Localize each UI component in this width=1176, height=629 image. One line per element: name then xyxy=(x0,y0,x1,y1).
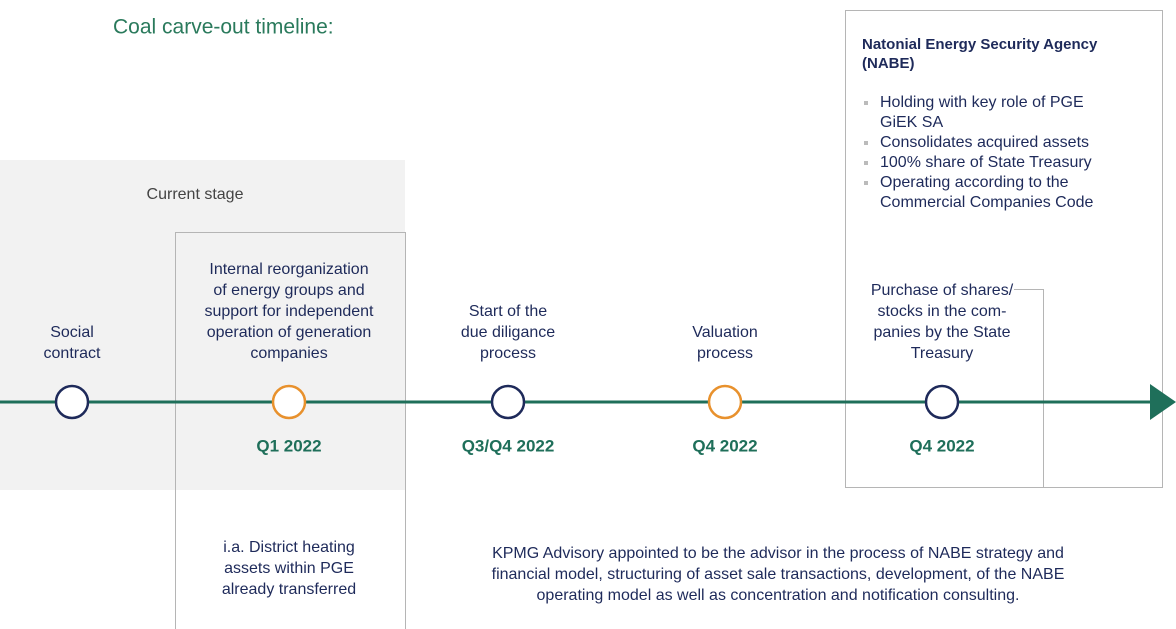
stage-box xyxy=(175,232,406,629)
milestone-dot xyxy=(271,384,307,420)
district-note: assets within PGE xyxy=(224,560,354,577)
milestone-label: Internal reorganization xyxy=(209,261,368,278)
nabe-bullet: Consolidates acquired assets xyxy=(880,134,1089,151)
milestone-label: of energy groups and xyxy=(213,282,364,299)
milestone-label: operation of generation xyxy=(207,324,372,341)
milestone-label: companies xyxy=(250,345,327,362)
milestone-date: Q3/Q4 2022 xyxy=(462,436,555,455)
current-stage: Current stage xyxy=(147,186,244,203)
milestone-label: Start of the xyxy=(469,303,547,320)
nabe-title: Natonial Energy Security Agency xyxy=(862,36,1098,53)
milestone-date: Q1 2022 xyxy=(256,436,321,455)
milestone-date: Q4 2022 xyxy=(909,436,974,455)
bullet xyxy=(864,141,868,145)
arrow-head xyxy=(1150,384,1176,420)
milestone-dot xyxy=(924,384,960,420)
nabe-bullet: Commercial Companies Code xyxy=(880,194,1094,211)
nabe-box xyxy=(845,10,1163,488)
milestone-date: Q4 2022 xyxy=(692,436,757,455)
milestone-dot xyxy=(707,384,743,420)
kpmg-note: KPMG Advisory appointed to be the adviso… xyxy=(492,545,1064,562)
bullet xyxy=(864,101,868,105)
bullet xyxy=(864,181,868,185)
title: Coal carve-out timeline: xyxy=(113,16,334,39)
nabe-bullet: Holding with key role of PGE xyxy=(880,94,1084,111)
nabe-bullet: 100% share of State Treasury xyxy=(880,154,1092,171)
milestone-label: panies by the State xyxy=(874,324,1011,341)
milestone-label: process xyxy=(480,345,536,362)
bracket xyxy=(1014,289,1044,487)
kpmg-note: financial model, structuring of asset sa… xyxy=(492,566,1065,583)
nabe-bullet: Operating according to the xyxy=(880,174,1069,191)
milestone-label: Treasury xyxy=(911,345,974,362)
current-stage-area xyxy=(0,160,405,490)
district-note: already transferred xyxy=(222,581,356,598)
nabe-bullet: GiEK SA xyxy=(880,114,943,131)
milestone-label: due diligance xyxy=(461,324,555,341)
district-note: i.a. District heating xyxy=(223,539,355,556)
milestone-label: Valuation xyxy=(692,324,758,341)
nabe-title: (NABE) xyxy=(862,55,915,72)
kpmg-note: operating model as well as concentration… xyxy=(537,587,1020,604)
milestone-label: Purchase of shares/ xyxy=(871,282,1014,299)
milestone-dot xyxy=(490,384,526,420)
bullet xyxy=(864,161,868,165)
milestone-label: stocks in the com- xyxy=(878,303,1007,320)
milestone-label: process xyxy=(697,345,753,362)
milestone-label: support for independent xyxy=(204,303,374,320)
milestone-label: Social xyxy=(50,324,94,341)
milestone-dot xyxy=(54,384,90,420)
milestone-label: contract xyxy=(44,345,101,362)
